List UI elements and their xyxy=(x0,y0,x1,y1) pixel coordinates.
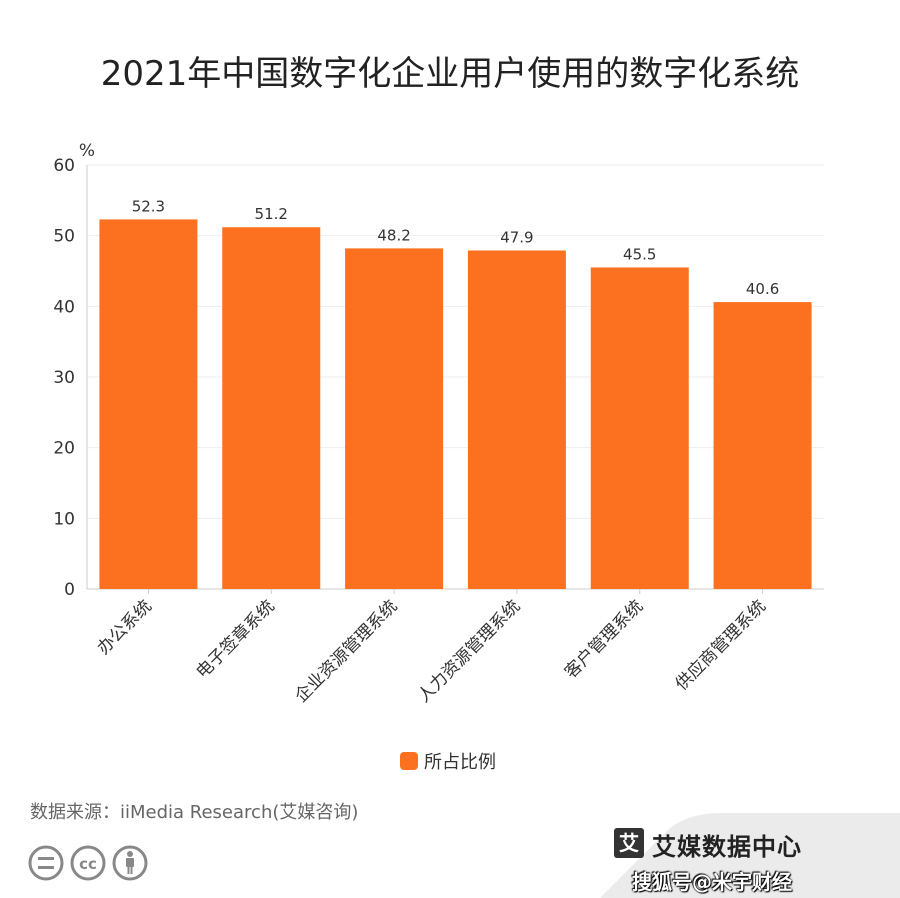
x-tick-label: 供应商管理系统 xyxy=(672,596,770,694)
chart-title: 2021年中国数字化企业用户使用的数字化系统 xyxy=(100,54,800,94)
bar[interactable] xyxy=(222,227,321,590)
data-label: 48.2 xyxy=(377,226,410,244)
bar[interactable] xyxy=(467,250,566,590)
x-tick-label: 办公系统 xyxy=(94,596,156,658)
y-tick-label: 60 xyxy=(53,156,75,176)
x-tick-label: 企业资源管理系统 xyxy=(291,596,401,706)
legend-swatch xyxy=(400,752,418,770)
legend[interactable]: 所占比例 xyxy=(400,749,496,773)
brand-background xyxy=(600,813,900,898)
x-tick-label: 客户管理系统 xyxy=(561,596,647,682)
y-tick-label: 20 xyxy=(53,439,75,459)
bar[interactable] xyxy=(99,219,198,589)
grid-lines xyxy=(87,164,824,519)
equal-icon xyxy=(28,845,64,881)
y-tick-label: 50 xyxy=(53,227,75,247)
license-icons: cc xyxy=(28,845,148,881)
bar[interactable] xyxy=(713,302,812,589)
legend-label: 所占比例 xyxy=(424,752,496,773)
y-tick-label: 30 xyxy=(53,368,75,388)
brand-logo-icon: 艾 xyxy=(614,828,644,858)
y-tick-label: 40 xyxy=(53,297,75,317)
y-axis-unit: % xyxy=(79,141,95,161)
data-label: 40.6 xyxy=(746,280,779,298)
data-label: 45.5 xyxy=(623,245,656,263)
data-label: 52.3 xyxy=(132,197,165,215)
bar[interactable] xyxy=(345,248,444,590)
brand-name: 艾媒数据中心 xyxy=(652,833,802,861)
axes xyxy=(86,165,824,594)
cc-icon-label: cc xyxy=(79,855,97,873)
data-label: 51.2 xyxy=(255,205,288,223)
bar-chart: 52.3 51.2 48.2 47.9 45.5 40.6 % 0 10 20 30 40 50 60 办… xyxy=(53,141,824,707)
bars xyxy=(99,219,812,590)
watermark: 搜狐号@米宇财经 xyxy=(632,870,792,894)
x-tick-label: 电子签章系统 xyxy=(193,596,279,682)
person-icon xyxy=(112,845,148,881)
data-label: 47.9 xyxy=(500,229,533,247)
cc-icon: cc xyxy=(70,845,106,881)
source-note: 数据来源：iiMedia Research(艾媒咨询) xyxy=(30,802,359,823)
y-tick-label: 0 xyxy=(64,580,75,600)
bar[interactable] xyxy=(590,267,689,589)
brand-area: 艾 艾媒数据中心 搜狐号@米宇财经 xyxy=(600,808,900,898)
y-tick-label: 10 xyxy=(53,509,75,529)
x-tick-label: 人力资源管理系统 xyxy=(414,596,524,706)
data-labels: 52.3 51.2 48.2 47.9 45.5 40.6 xyxy=(132,197,780,298)
